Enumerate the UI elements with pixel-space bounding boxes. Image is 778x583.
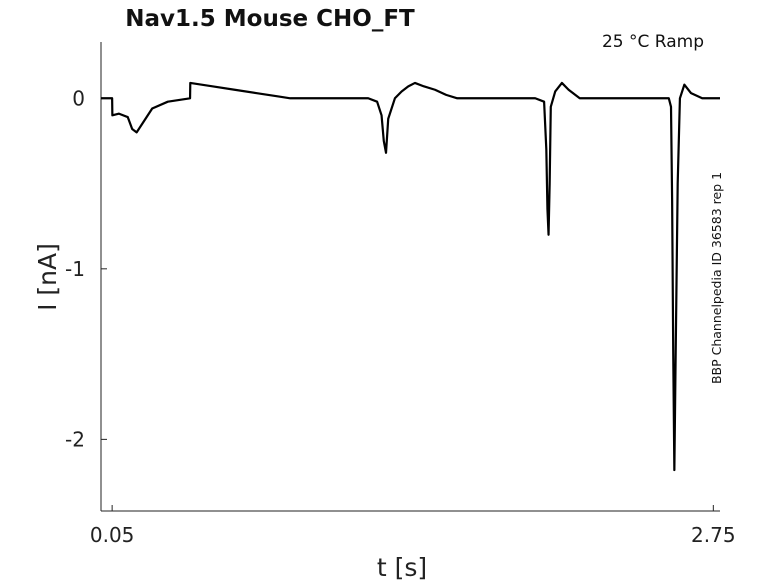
- y-tick-label: 0: [72, 86, 85, 110]
- current-trace-line: [101, 81, 720, 472]
- x-tick-group: 0.05 2.75: [90, 505, 736, 547]
- chart-title: Nav1.5 Mouse CHO_FT: [125, 6, 415, 32]
- y-tick-label: -1: [65, 257, 85, 281]
- y-tick-group: 0 -1 -2: [65, 86, 107, 451]
- condition-annotation: 25 °C Ramp: [602, 32, 704, 52]
- x-axis-label: t [s]: [377, 553, 427, 582]
- channelpedia-id-label: BBP Channelpedia ID 36583 rep 1: [709, 172, 724, 384]
- x-tick-label: 2.75: [691, 523, 736, 547]
- x-tick-label: 0.05: [90, 523, 135, 547]
- y-tick-label: -2: [65, 427, 85, 451]
- y-axis-label: I [nA]: [33, 243, 62, 311]
